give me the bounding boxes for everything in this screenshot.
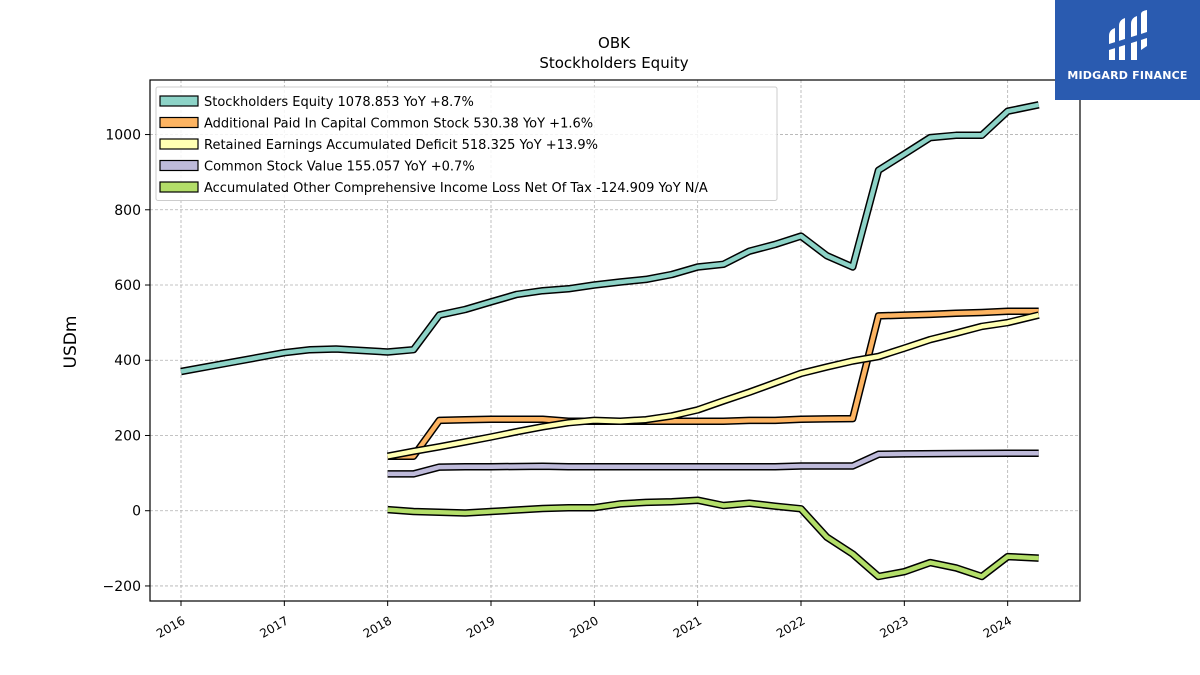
legend-swatch: [159, 138, 199, 150]
legend-entry: Accumulated Other Comprehensive Income L…: [204, 181, 708, 196]
legend-swatch: [159, 181, 199, 193]
brand-logo: MIDGARD FINANCE: [1055, 0, 1200, 100]
chart-subtitle: Stockholders Equity: [539, 54, 688, 72]
x-tick-label: 2024: [981, 613, 1014, 640]
series-line-1: [387, 309, 1039, 459]
series-line-4: [387, 497, 1039, 579]
legend-swatch: [159, 159, 199, 172]
x-tick-label: 2020: [567, 613, 600, 640]
x-tick-label: 2017: [257, 613, 290, 640]
legend-box: [155, 86, 778, 201]
brand-name: MIDGARD FINANCE: [1067, 69, 1188, 82]
legend: Stockholders Equity 1078.853 YoY +8.7% Ad…: [155, 86, 778, 201]
legend-entry: Common Stock Value 155.057 YoY +0.7%: [204, 160, 475, 175]
series-line-0: [180, 102, 1040, 374]
plot-frame: [149, 79, 1081, 602]
legend-swatch: [159, 116, 199, 129]
x-tick-label: 2021: [671, 613, 704, 640]
y-tick-label: 200: [114, 428, 141, 444]
y-tick-label: 400: [114, 353, 141, 369]
legend-entry: Retained Earnings Accumulated Deficit 51…: [204, 138, 598, 153]
series-line-3: [387, 450, 1039, 477]
x-tick-label: 2019: [464, 613, 497, 640]
legend-swatch: [159, 95, 199, 107]
x-tick-label: 2022: [774, 613, 807, 640]
logo-mark-icon: [1109, 10, 1147, 60]
legend-entry: Stockholders Equity 1078.853 YoY +8.7%: [204, 95, 474, 110]
series-line-2: [387, 312, 1040, 459]
series-line-outline-3: [387, 449, 1039, 478]
series-layer: [180, 101, 1040, 581]
chart-title: OBK: [598, 34, 631, 52]
y-tick-label: 800: [114, 203, 141, 219]
y-axis-label: USDm: [61, 316, 81, 369]
y-tick-label: 600: [114, 278, 141, 294]
legend-entry: Additional Paid In Capital Common Stock …: [204, 117, 593, 132]
x-tick-label: 2023: [877, 613, 910, 640]
x-tick-label: 2016: [154, 613, 187, 640]
y-tick-label: 0: [132, 504, 141, 520]
y-tick-label: 1000: [105, 128, 141, 144]
x-tick-label: 2018: [361, 613, 394, 640]
y-tick-label: −200: [103, 579, 141, 595]
